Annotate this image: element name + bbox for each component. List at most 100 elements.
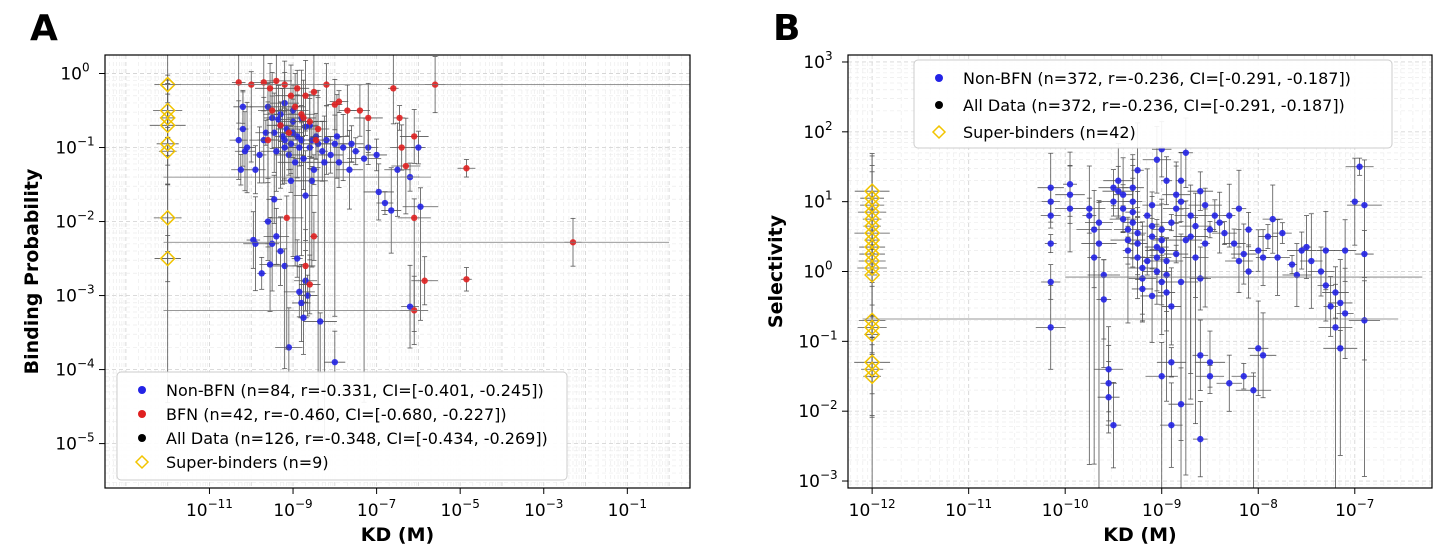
data-point [1105,366,1112,373]
data-point [1115,177,1122,184]
data-point [331,358,339,366]
series-super-binders [854,153,891,489]
y-tick-label-exponent: −2 [77,209,95,223]
y-tick-label-exponent: 1 [825,189,833,203]
data-point [1163,289,1170,296]
data-point [1259,352,1267,359]
data-point [235,136,242,144]
data-point [1245,268,1252,275]
y-tick-label-base: 10 [55,287,77,307]
data-point [1153,243,1161,251]
data-point [1226,380,1233,387]
y-tick-label-base: 10 [55,435,77,455]
panel-label-b: B [773,8,800,49]
data-point [1235,257,1243,265]
data-point [1119,191,1127,198]
data-point [1129,198,1136,205]
data-point [1182,149,1190,156]
legend-box [116,371,568,481]
series-non-bfn [1035,117,1382,489]
series-non-bfn [229,69,439,441]
data-point [1148,233,1156,240]
y-tick-label-base: 10 [803,53,825,73]
data-point [1047,324,1054,331]
x-tick-label-exponent: −9 [295,497,313,511]
data-point [1192,254,1199,261]
data-point [360,155,368,162]
data-point [237,166,245,173]
data-point [1317,268,1325,275]
data-point [1192,222,1199,230]
x-tick-label: 10−9 [273,497,312,521]
data-point [1168,421,1175,429]
x-tick-label-base: 10 [186,501,208,521]
x-tick-label-exponent: −10 [1063,497,1088,511]
data-point [1197,187,1204,195]
data-point [1134,229,1141,237]
data-point [1134,240,1141,247]
x-tick-label-base: 10 [608,501,630,521]
data-point [268,107,276,114]
data-point [1129,219,1136,226]
data-point [1361,250,1368,258]
data-point [319,148,326,155]
data-point-diamond [159,76,176,93]
data-point-diamond [864,319,881,336]
y-tick-label-exponent: −3 [77,283,95,297]
data-point [1139,264,1146,272]
y-tick-label-base: 10 [798,402,820,422]
data-point [1047,278,1054,286]
data-point [287,92,295,99]
y-tick-label-base: 10 [803,193,825,213]
x-tick-label: 10−12 [849,497,896,521]
y-tick-label: 101 [803,189,832,213]
x-tick-label-base: 10 [849,501,871,521]
x-tick-label-exponent: −9 [1164,497,1182,511]
data-point [239,125,247,133]
data-point-diamond [864,361,881,378]
x-tick-label-exponent: −7 [379,497,397,511]
data-point [1110,421,1117,429]
y-tick-label: 10−1 [798,328,837,352]
data-point [1172,205,1180,212]
data-point [406,303,414,310]
y-tick-label-base: 10 [803,263,825,283]
x-tick-label-base: 10 [273,501,295,521]
data-point [1250,387,1257,394]
data-point [283,214,290,222]
data-point [398,144,405,151]
data-point [1047,212,1054,219]
data-point [304,292,311,299]
data-point [308,177,316,185]
data-point [252,166,259,173]
data-point-diamond [159,109,176,126]
data-point [335,159,343,166]
data-point [1100,296,1108,303]
x-tick-label: 10−7 [1335,497,1374,521]
data-point [271,196,278,203]
data-point [1230,240,1238,247]
data-point [1259,254,1267,261]
data-point [310,233,318,240]
data-point [1148,292,1156,300]
data-point [1105,380,1112,387]
data-point [463,165,470,172]
data-point [1201,240,1209,247]
data-point [1129,184,1136,191]
data-point-diamond [864,266,881,284]
data-point [1153,254,1161,261]
data-point [321,159,328,166]
legend-label: Super-binders (n=42) [963,123,1136,142]
legend-marker-diamond [931,124,947,140]
data-point [1095,219,1103,226]
y-tick-label-exponent: −2 [820,398,838,412]
x-tick-label: 10−5 [441,497,480,521]
data-point [250,236,257,244]
data-point [1086,212,1093,219]
data-point [291,159,299,166]
data-point [294,133,301,140]
data-point [1090,226,1098,233]
data-point [1144,212,1151,219]
legend-label: Non-BFN (n=84, r=-0.331, CI=[-0.401, -0.… [166,381,544,400]
data-point [264,136,272,144]
